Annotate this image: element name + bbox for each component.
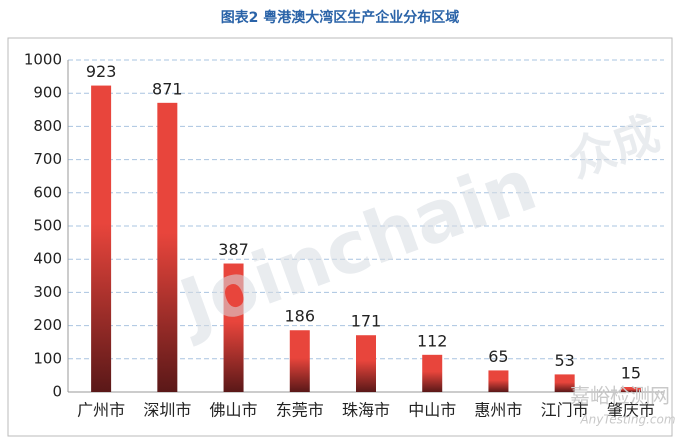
y-tick-label: 900 (33, 84, 62, 102)
y-tick-label: 500 (33, 217, 62, 235)
value-label: 186 (285, 307, 316, 326)
x-tick-label: 中山市 (408, 401, 456, 420)
value-label: 112 (417, 331, 448, 350)
y-tick-label: 0 (52, 383, 62, 401)
value-label: 923 (86, 62, 117, 81)
y-tick-label: 1000 (24, 51, 62, 69)
x-tick-label: 佛山市 (210, 401, 258, 420)
bar (223, 263, 244, 392)
y-tick-label: 700 (33, 150, 62, 168)
bar (620, 387, 641, 392)
plot: 0 100 200 300 400 500 600 700 800 900 1000 广州市 923 深圳… (24, 51, 664, 420)
y-tick-label: 200 (33, 316, 62, 334)
bar (157, 102, 178, 392)
bar (488, 370, 509, 392)
chart-title: 图表2 粤港澳大湾区生产企业分布区域 (221, 9, 460, 26)
value-label: 171 (351, 312, 382, 331)
y-tick-label: 100 (33, 349, 62, 367)
bar (356, 335, 376, 392)
bar (422, 354, 443, 392)
chart-frame (7, 37, 673, 437)
bar (91, 85, 112, 393)
x-tick-label: 东莞市 (276, 401, 324, 420)
y-tick-label: 300 (33, 283, 62, 301)
value-label: 15 (621, 364, 641, 383)
value-label: 871 (152, 79, 183, 98)
y-tick-label: 600 (33, 183, 62, 201)
watermark: AnyTesting.com (579, 413, 675, 427)
bar (554, 374, 575, 392)
bar (289, 330, 310, 392)
value-label: 65 (488, 347, 508, 366)
x-tick-label: 珠海市 (342, 401, 390, 420)
x-tick-label: 惠州市 (474, 401, 522, 420)
value-label: 387 (218, 240, 249, 259)
x-tick-label: 江门市 (541, 401, 589, 420)
y-tick-label: 800 (33, 117, 62, 135)
x-tick-label: 深圳市 (143, 401, 191, 420)
value-label: 53 (554, 351, 574, 370)
x-tick-label: 广州市 (77, 401, 125, 420)
x-tick-label: 肇庆市 (607, 401, 655, 420)
y-tick-label: 400 (33, 250, 62, 268)
watermark: 嘉峪检测网 (570, 384, 670, 408)
